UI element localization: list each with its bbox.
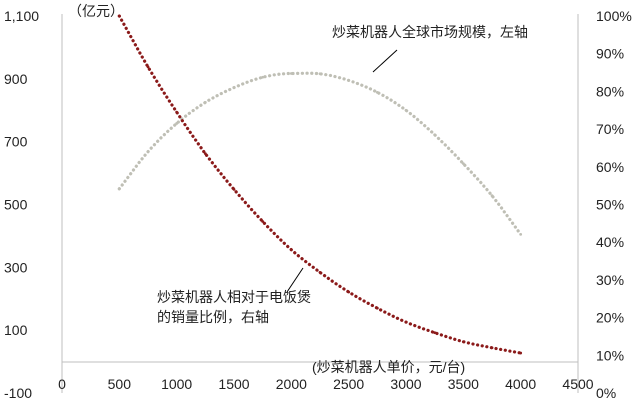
right-axis-tick-label: 10%: [596, 347, 624, 363]
data-point: [490, 346, 494, 350]
right-axis-tick-label: 100%: [596, 8, 632, 24]
x-axis-tick-label: 2000: [276, 376, 307, 392]
data-point: [146, 65, 150, 69]
data-point: [203, 100, 207, 104]
data-point: [117, 187, 121, 191]
right-axis-tick-label: 80%: [596, 83, 624, 99]
data-point: [404, 320, 408, 324]
x-axis-tick-label: 0: [58, 376, 66, 392]
data-point: [289, 248, 293, 252]
x-axis-tick-label: 4000: [505, 376, 536, 392]
data-point: [375, 306, 379, 310]
data-point: [519, 351, 523, 355]
x-axis-tick-label: 1000: [161, 376, 192, 392]
data-point: [347, 290, 351, 294]
data-point: [146, 150, 150, 154]
data-point: [318, 72, 322, 76]
data-point: [461, 162, 465, 166]
data-point: [289, 72, 293, 75]
data-point: [519, 232, 523, 236]
series-layer: [117, 14, 523, 355]
data-point: [261, 75, 265, 79]
data-point: [404, 108, 408, 112]
axes-layer: [61, 14, 579, 393]
annotation-market-size: 炒菜机器人全球市场规模，左轴: [332, 24, 528, 40]
left-axis-tick-label: 500: [4, 197, 28, 213]
x-axis-tick-label: 500: [108, 376, 132, 392]
right-axis-tick-label: 0%: [596, 385, 616, 401]
annotation-leader-line: [372, 49, 398, 73]
data-point: [490, 194, 494, 198]
data-point: [347, 79, 351, 82]
tick-label-layer: -100 100 300 500 700 900 1,100 0% 10% 20% 30% 40% 50…: [4, 8, 632, 401]
data-point: [232, 188, 236, 191]
left-axis-tick-label: 300: [4, 259, 28, 275]
annotation-sales-ratio-line1: 炒菜机器人相对于电饭煲: [157, 289, 311, 305]
data-point: [175, 122, 179, 125]
left-axis-tick-label: 700: [4, 134, 28, 150]
x-axis-tick-label: 3000: [390, 376, 421, 392]
right-axis-tick-label: 50%: [596, 197, 624, 213]
data-point: [232, 86, 236, 90]
right-axis-tick-label: 90%: [596, 46, 624, 62]
data-point: [461, 340, 465, 344]
series-line-market-size: [117, 71, 523, 236]
right-axis-tick-label: 70%: [596, 121, 624, 137]
left-axis-tick-label: 1,100: [4, 8, 39, 24]
right-axis-tick-label: 30%: [596, 272, 624, 288]
data-point: [318, 270, 322, 274]
data-point: [175, 110, 179, 114]
left-axis-tick-label: 100: [4, 322, 28, 338]
x-axis-tick-label: 1500: [218, 376, 249, 392]
data-point: [203, 152, 207, 156]
annotation-sales-ratio-line2: 的销量比例，右轴: [157, 309, 269, 325]
data-point: [375, 90, 379, 94]
data-point: [433, 331, 437, 335]
x-axis-tick-label: 4500: [562, 376, 593, 392]
data-point: [117, 14, 121, 18]
x-axis-label: (炒菜机器人单价，元/台): [312, 359, 465, 375]
left-axis-tick-label: 900: [4, 71, 28, 87]
x-axis-tick-label: 3500: [448, 376, 479, 392]
right-axis-tick-label: 40%: [596, 234, 624, 250]
annotation-leader-line: [286, 267, 304, 293]
x-axis-tick-label: 2500: [333, 376, 364, 392]
right-axis-tick-label: 60%: [596, 159, 624, 175]
data-point: [433, 133, 437, 137]
right-axis-tick-label: 20%: [596, 310, 624, 326]
left-axis-unit: （亿元）: [68, 3, 124, 19]
data-point: [261, 220, 265, 223]
left-axis-tick-label: -100: [4, 385, 32, 401]
